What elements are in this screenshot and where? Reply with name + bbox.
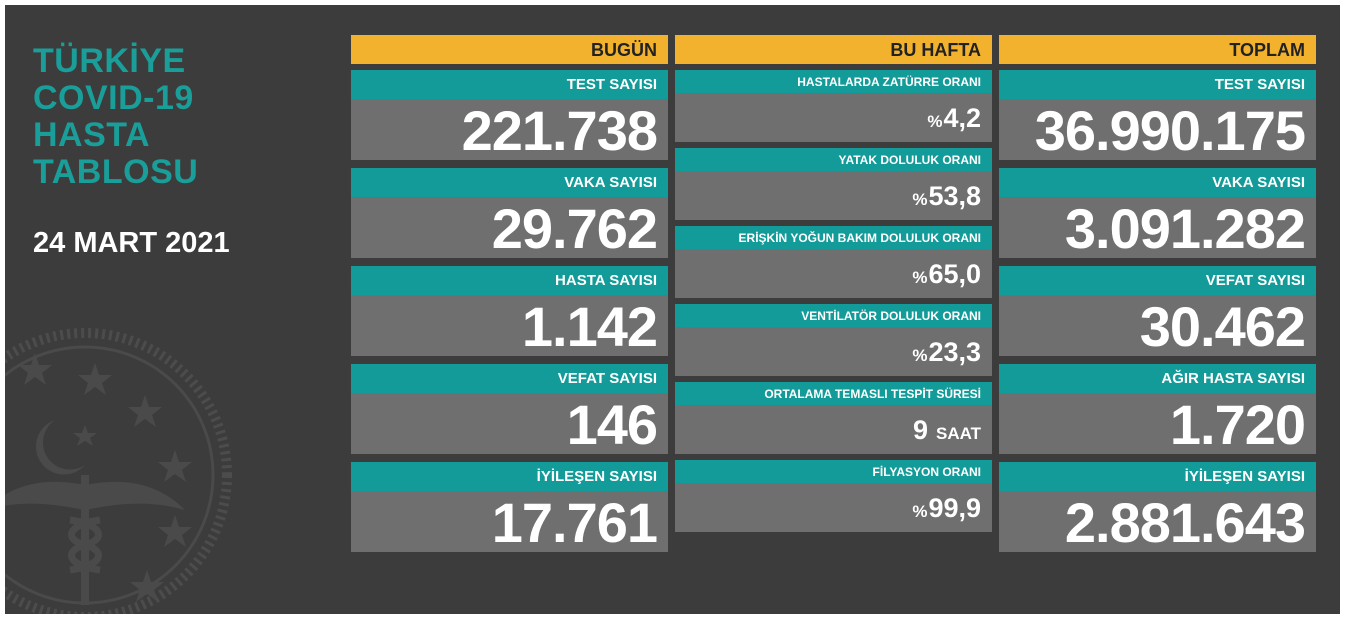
week-filiation-card: FİLYASYON ORANI %99,9 xyxy=(675,460,992,532)
value-number: 99,9 xyxy=(928,493,981,523)
card-value: 9 SAAT xyxy=(675,405,992,454)
card-value: %23,3 xyxy=(675,327,992,376)
total-critical-card: AĞIR HASTA SAYISI 1.720 xyxy=(999,364,1316,456)
title-line: HASTA xyxy=(33,116,151,154)
page-title: TÜRKİYE COVID-19 HASTA TABLOSU xyxy=(33,43,198,191)
card-label: ORTALAMA TEMASLI TESPİT SÜRESİ xyxy=(675,382,992,405)
card-label: HASTA SAYISI xyxy=(351,266,668,295)
today-patient-card: HASTA SAYISI 1.142 xyxy=(351,266,668,358)
card-label: HASTALARDA ZATÜRRE ORANI xyxy=(675,70,992,93)
percent-sign: % xyxy=(912,268,928,287)
card-label: VEFAT SAYISI xyxy=(999,266,1316,295)
value-number: 53,8 xyxy=(928,181,981,211)
report-date: 24 MART 2021 xyxy=(33,227,230,259)
card-value: 221.738 xyxy=(351,99,668,162)
card-value: 29.762 xyxy=(351,197,668,260)
week-ventilator-card: VENTİLATÖR DOLULUK ORANI %23,3 xyxy=(675,304,992,376)
card-value: %99,9 xyxy=(675,483,992,532)
card-label: VAKA SAYISI xyxy=(351,168,668,197)
today-header: BUGÜN xyxy=(351,35,668,64)
card-label: ERİŞKİN YOĞUN BAKIM DOLULUK ORANI xyxy=(675,226,992,249)
week-icu-card: ERİŞKİN YOĞUN BAKIM DOLULUK ORANI %65,0 xyxy=(675,226,992,298)
title-line: TABLOSU xyxy=(33,153,199,191)
week-contact-time-card: ORTALAMA TEMASLI TESPİT SÜRESİ 9 SAAT xyxy=(675,382,992,454)
value-unit: SAAT xyxy=(935,424,981,443)
card-value: 146 xyxy=(351,393,668,456)
card-value: 2.881.643 xyxy=(999,491,1316,554)
week-pneumonia-card: HASTALARDA ZATÜRRE ORANI %4,2 xyxy=(675,70,992,142)
value-number: 65,0 xyxy=(928,259,981,289)
card-label: YATAK DOLULUK ORANI xyxy=(675,148,992,171)
value-number: 4,2 xyxy=(943,103,981,133)
card-value: %53,8 xyxy=(675,171,992,220)
card-label: FİLYASYON ORANI xyxy=(675,460,992,483)
percent-sign: % xyxy=(912,190,928,209)
value-number: 9 xyxy=(912,415,928,445)
card-value: 1.720 xyxy=(999,393,1316,456)
today-death-card: VEFAT SAYISI 146 xyxy=(351,364,668,456)
total-death-card: VEFAT SAYISI 30.462 xyxy=(999,266,1316,358)
card-label: İYİLEŞEN SAYISI xyxy=(351,462,668,491)
card-label: VEFAT SAYISI xyxy=(351,364,668,393)
card-value: 17.761 xyxy=(351,491,668,554)
card-value: 30.462 xyxy=(999,295,1316,358)
week-column: BU HAFTA HASTALARDA ZATÜRRE ORANI %4,2 Y… xyxy=(675,35,992,538)
today-case-card: VAKA SAYISI 29.762 xyxy=(351,168,668,260)
total-case-card: VAKA SAYISI 3.091.282 xyxy=(999,168,1316,260)
card-value: 3.091.282 xyxy=(999,197,1316,260)
card-value: %4,2 xyxy=(675,93,992,142)
today-recovered-card: İYİLEŞEN SAYISI 17.761 xyxy=(351,462,668,554)
title-line: COVID-19 xyxy=(33,79,194,117)
percent-sign: % xyxy=(912,346,928,365)
value-number: 23,3 xyxy=(928,337,981,367)
percent-sign: % xyxy=(912,502,928,521)
title-line: TÜRKİYE xyxy=(33,42,186,80)
card-value: %65,0 xyxy=(675,249,992,298)
total-header: TOPLAM xyxy=(999,35,1316,64)
card-label: VAKA SAYISI xyxy=(999,168,1316,197)
card-label: TEST SAYISI xyxy=(351,70,668,99)
card-value: 1.142 xyxy=(351,295,668,358)
card-label: VENTİLATÖR DOLULUK ORANI xyxy=(675,304,992,327)
total-column: TOPLAM TEST SAYISI 36.990.175 VAKA SAYIS… xyxy=(999,35,1316,560)
card-value: 36.990.175 xyxy=(999,99,1316,162)
total-recovered-card: İYİLEŞEN SAYISI 2.881.643 xyxy=(999,462,1316,554)
card-label: TEST SAYISI xyxy=(999,70,1316,99)
week-bed-card: YATAK DOLULUK ORANI %53,8 xyxy=(675,148,992,220)
today-column: BUGÜN TEST SAYISI 221.738 VAKA SAYISI 29… xyxy=(351,35,668,560)
ministry-of-health-emblem-icon xyxy=(5,328,232,614)
card-label: AĞIR HASTA SAYISI xyxy=(999,364,1316,393)
percent-sign: % xyxy=(927,112,943,131)
today-test-card: TEST SAYISI 221.738 xyxy=(351,70,668,162)
card-label: İYİLEŞEN SAYISI xyxy=(999,462,1316,491)
week-header: BU HAFTA xyxy=(675,35,992,64)
total-test-card: TEST SAYISI 36.990.175 xyxy=(999,70,1316,162)
